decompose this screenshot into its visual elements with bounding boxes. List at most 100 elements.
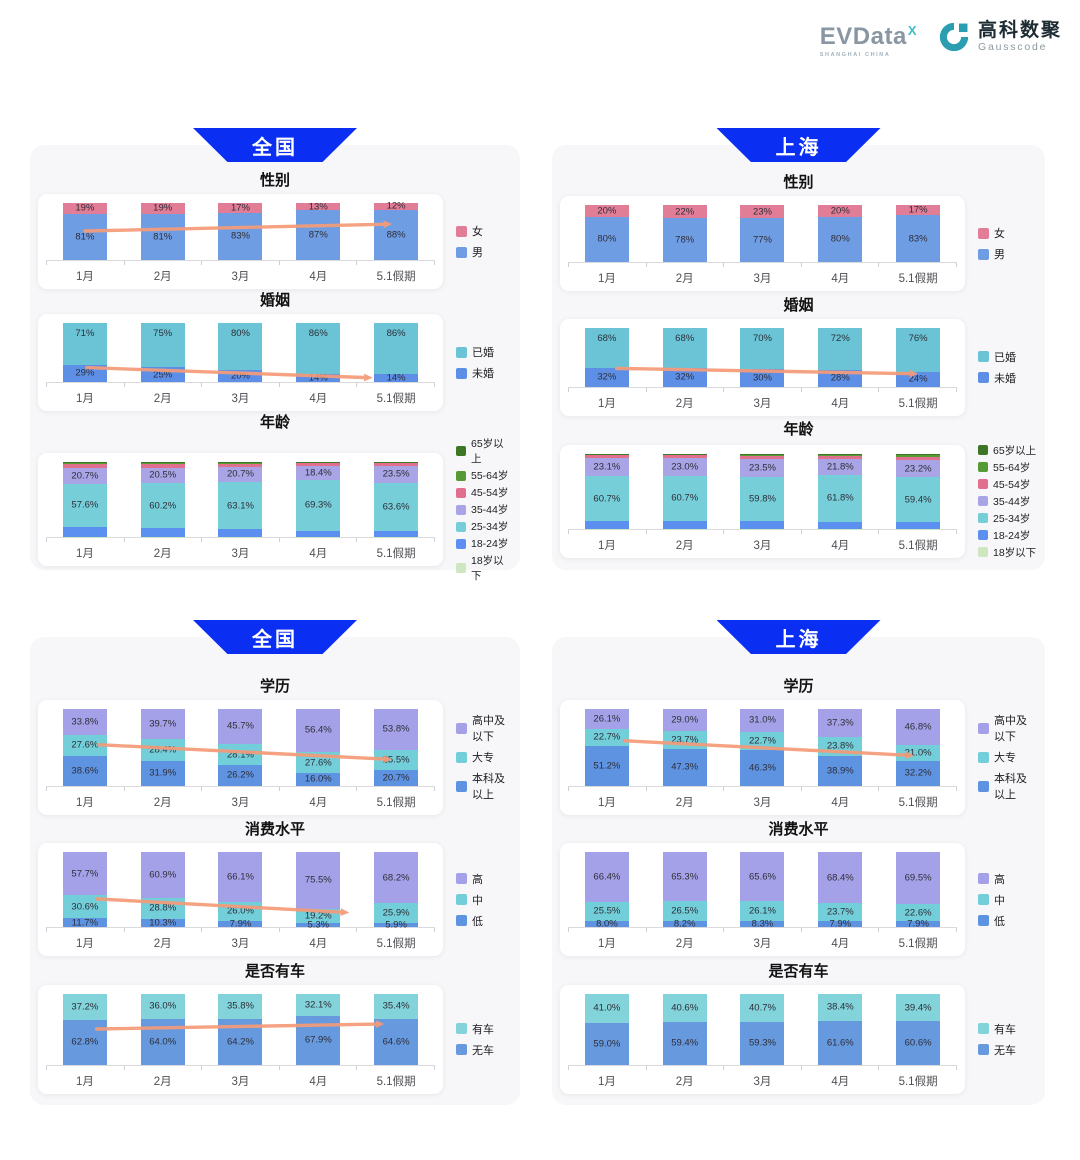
- bar-segment-无车: 59.4%: [662, 1022, 707, 1065]
- chart-block: 是否有车 62.8% 37.2% 64.0% 36.0% 64.2% 35.8% 67.9% 3…: [38, 960, 512, 1094]
- bar-segment-男: 77%: [740, 218, 785, 263]
- segment-label: 13%: [308, 200, 328, 212]
- segment-label: 26.2%: [227, 769, 254, 781]
- axis-tick: [879, 1065, 957, 1070]
- legend-swatch: [978, 227, 989, 239]
- bar-segment-35-44岁: 23.1%: [584, 458, 629, 476]
- axis-tick: [802, 786, 880, 791]
- segment-label: 64.6%: [382, 1035, 410, 1047]
- segment-label: 24%: [908, 373, 928, 385]
- segment-label: 5.9%: [385, 919, 407, 931]
- segment-label: 26.1%: [593, 712, 621, 724]
- segment-label: 37.3%: [826, 717, 854, 729]
- axis-tick: [202, 383, 280, 387]
- month-labels: 1月 2月 3月 4月 5.1假期: [568, 392, 957, 413]
- segment-label: 25%: [153, 368, 173, 380]
- segment-label: 68.2%: [382, 871, 410, 883]
- month-label: 3月: [231, 271, 250, 283]
- month-label: 4月: [309, 271, 328, 283]
- bar-segment-男: 81%: [62, 213, 107, 260]
- segment-label: 75.5%: [304, 874, 332, 886]
- month-label: 4月: [831, 796, 850, 809]
- segment-label: 59.4%: [904, 493, 932, 505]
- legend-swatch: [978, 372, 989, 383]
- bar-segment-女: 20%: [584, 205, 629, 217]
- legend-item: 男: [456, 244, 512, 260]
- bar-segment-无车: 59.0%: [584, 1022, 629, 1065]
- stacked-bar: 61.8% 21.8%: [818, 453, 863, 529]
- month-label: 3月: [231, 796, 250, 809]
- bar-segment-55-64岁: [896, 454, 941, 457]
- segment-label: 20%: [830, 205, 850, 217]
- segment-label: 47.3%: [671, 761, 699, 773]
- legend-swatch: [978, 248, 989, 260]
- segment-label: 46.8%: [904, 720, 932, 732]
- bar-segment-45-54岁: [662, 455, 707, 459]
- chart-block: 性别 81% 19% 81% 19% 83% 17% 87% 13% 88% 12% 1月 2月 3月 4月…: [38, 169, 512, 289]
- stacked-bar: 78% 22%: [662, 205, 707, 263]
- stacked-bar: 64.2% 35.8%: [218, 993, 263, 1065]
- month-label: 5.1假期: [376, 271, 416, 283]
- segment-label: 57.7%: [71, 867, 99, 879]
- legend-swatch: [456, 873, 467, 884]
- legend-label: 大专: [472, 752, 494, 764]
- plot-area: 32% 68% 32% 68% 30% 70% 28% 72% 24% 76%: [568, 327, 957, 388]
- segment-label: 60.6%: [904, 1037, 932, 1049]
- axis-tick: [46, 1065, 125, 1070]
- legend-swatch: [978, 513, 988, 524]
- bar-segment-男: 88%: [374, 209, 419, 260]
- bar-segment-女: 17%: [218, 203, 263, 213]
- segment-label: 23.5%: [749, 462, 776, 474]
- segment-label: 8.0%: [596, 918, 618, 930]
- bar-segment-55-64岁: [140, 462, 185, 465]
- stacked-bar: 51.2% 22.7% 26.1%: [584, 708, 629, 786]
- legend-label: 本科及以上: [472, 773, 505, 801]
- stacked-bar: 80% 20%: [818, 205, 863, 263]
- segment-label: 19.2%: [304, 910, 332, 922]
- segment-label: 27.6%: [304, 756, 332, 768]
- segment-label: 35.4%: [382, 1000, 410, 1012]
- bar-segment-已婚: 86%: [296, 323, 341, 374]
- bar-segment-中: 23.7%: [818, 903, 863, 922]
- stacked-bar: 69.3% 18.4%: [296, 462, 341, 537]
- segment-label: 22.6%: [904, 906, 932, 918]
- legend-swatch: [456, 367, 467, 379]
- legend-item: 18-24岁: [978, 528, 1037, 543]
- chart-row: 80% 20% 78% 22% 77% 23% 80% 20% 83% 17% 1月 2月 3月 4月 5.…: [560, 196, 1037, 292]
- legend-label: 女: [472, 226, 483, 238]
- legend-swatch: [978, 479, 988, 490]
- plot-area: 8.0% 25.5% 66.4% 8.2% 26.5% 65.3% 8.3% 26.1% 65.…: [568, 852, 957, 928]
- evdata-logo: EVDataX SHANGHAI CHINA: [820, 20, 917, 58]
- chart-block: 性别 80% 20% 78% 22% 77% 23% 80% 20% 83% 17% 1月 2月 3月 4月…: [560, 171, 1037, 292]
- bar-segment-55-64岁: [296, 462, 341, 464]
- segment-label: 38.9%: [826, 764, 854, 776]
- axis-tick: [357, 786, 435, 791]
- panel-shanghai-profile: 上海 学历 51.2% 22.7% 26.1% 47.3% 23.7% 29.0% 46.3%…: [552, 620, 1045, 1105]
- segment-label: 23.0%: [671, 461, 699, 473]
- segment-label: 60.7%: [593, 492, 621, 504]
- axis-tick: [568, 387, 647, 392]
- stacked-bar: 77% 23%: [740, 205, 785, 263]
- stacked-bar: 32% 68%: [662, 327, 707, 387]
- evdata-subtext: SHANGHAI CHINA: [819, 52, 891, 58]
- month-label: 2月: [153, 393, 172, 405]
- stacked-bar: 60.6% 39.4%: [896, 993, 941, 1065]
- legend-label: 大专: [994, 752, 1016, 764]
- legend-label: 有车: [472, 1023, 494, 1036]
- segment-label: 36.0%: [149, 1000, 177, 1012]
- plot-area: 81% 19% 81% 19% 83% 17% 87% 13% 88% 12%: [46, 200, 435, 261]
- bar-segment-65岁以上: [62, 462, 107, 463]
- bar-segment-中: 25.9%: [374, 903, 419, 923]
- bar-segment-45-54岁: [296, 463, 341, 466]
- bar-segment-无车: 64.6%: [374, 1018, 419, 1065]
- bar-segment-55-64岁: [818, 454, 863, 456]
- segment-label: 32%: [597, 371, 617, 383]
- bar-segment-大专: 27.6%: [296, 751, 341, 774]
- axis-tick: [202, 786, 280, 791]
- bar-segment-25-34岁: 63.6%: [374, 483, 419, 531]
- segment-label: 63.1%: [227, 500, 254, 512]
- axis-tick: [46, 383, 125, 387]
- month-label: 5.1假期: [898, 796, 938, 809]
- axis-tick: [280, 1065, 358, 1070]
- axis-tick: [280, 928, 358, 932]
